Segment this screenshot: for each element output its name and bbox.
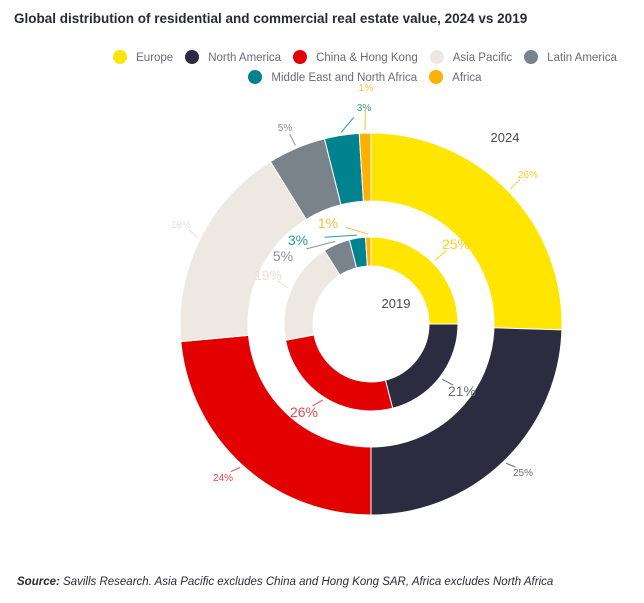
legend-label: North America [208,52,282,64]
legend-item: Middle East and North Africa [248,68,417,88]
leader-line [509,179,521,190]
leader-line [289,133,296,146]
slice-2019-africa [365,236,372,267]
series-label-2019: 2019 [382,296,411,311]
legend-label: Middle East and North Africa [271,72,418,84]
data-label: 5% [273,248,293,264]
leader-line [276,280,289,289]
data-label: 5% [278,123,293,134]
data-label: 1% [359,83,374,94]
leader-line [364,105,367,131]
slice-2019-asia-pacific [283,249,341,341]
leader-line [340,116,355,133]
slice-2024-africa [358,132,372,202]
legend: Europe North America China & Hong Kong Asia… [100,48,630,88]
leader-line [306,240,336,250]
chart-title: Global distribution of residential and c… [14,11,528,26]
legend-item: China & Hong Kong [293,48,418,68]
data-label: 21% [448,383,476,399]
leader-line [230,466,241,473]
leader-line [505,462,516,468]
legend-label: Asia Pacific [452,52,513,64]
legend-label: Latin America [547,52,617,64]
legend-swatch [185,50,200,64]
slice-2019-china-hong-kong [284,334,394,412]
legend-swatch [524,50,539,64]
leader-line [324,234,357,238]
leader-line [434,250,447,261]
source-text: Savills Research. Asia Pacific excludes … [59,576,554,588]
legend-swatch [248,70,263,84]
data-label: 3% [357,103,372,114]
legend-item: Latin America [524,48,617,68]
series-label-2024: 2024 [491,130,520,145]
legend-item: North America [185,48,281,68]
data-label: 26% [290,404,318,420]
legend-swatch [113,50,128,64]
source-note: Source: Savills Research. Asia Pacific e… [17,576,553,588]
data-label: 1% [318,215,338,231]
leader-line [441,378,454,386]
data-label: 25% [513,468,533,479]
leader-line [345,226,369,235]
data-label: 19% [254,267,282,283]
slice-2024-north-america [370,327,563,516]
slice-2024-europe [370,132,563,331]
slice-2024-china-hong-kong [180,334,372,516]
legend-swatch [429,70,444,84]
data-label: 18% [171,220,191,231]
legend-swatch [429,50,444,64]
source-label: Source: [17,576,60,588]
data-label: 3% [288,232,308,248]
legend-item: Asia Pacific [429,48,513,68]
legend-swatch [293,50,308,64]
legend-label: China & Hong Kong [316,52,418,64]
leader-line [188,228,198,238]
data-label: 25% [442,236,470,252]
data-label: 26% [518,170,538,181]
legend-label: Africa [452,72,482,84]
data-label: 24% [213,473,233,484]
legend-item: Europe [113,48,173,68]
legend-item: Africa [429,68,482,88]
leader-line [312,399,324,407]
legend-label: Europe [136,52,174,64]
